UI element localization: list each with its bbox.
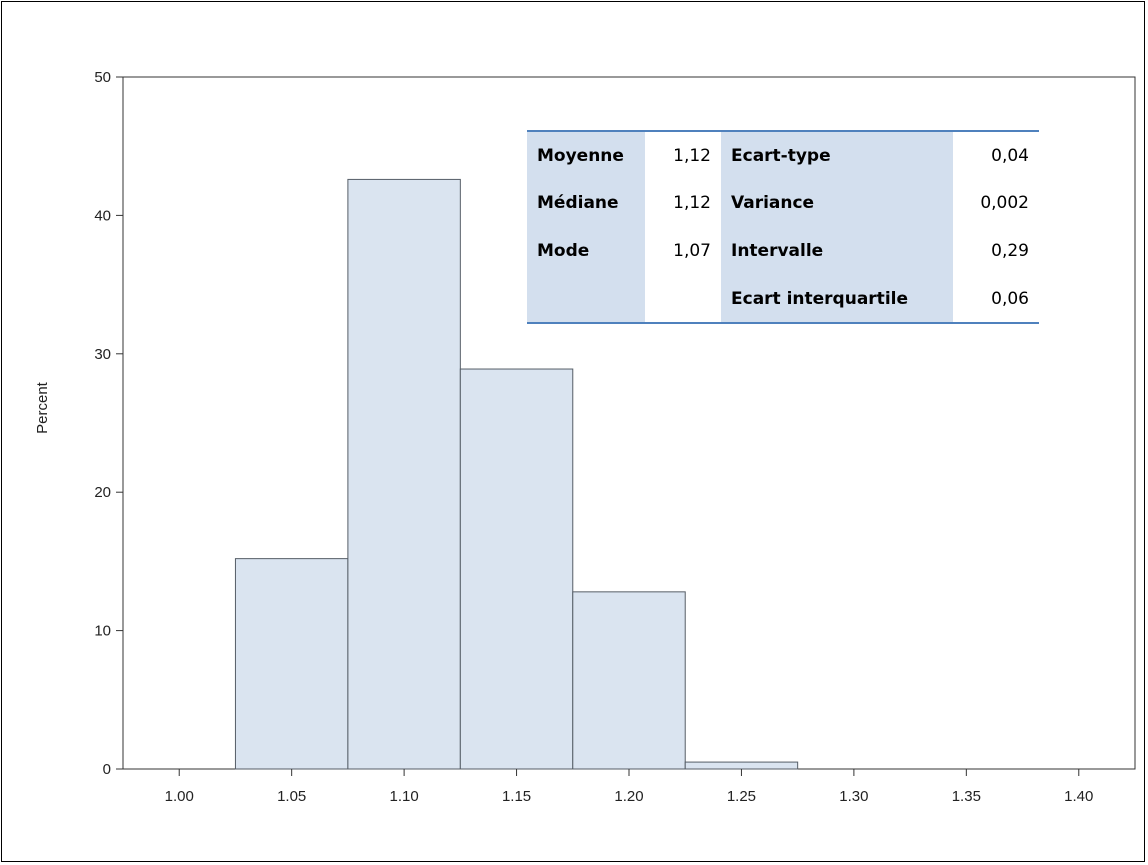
stat-label: Médiane <box>527 179 645 227</box>
x-tick-label: 1.10 <box>390 788 419 805</box>
x-tick-label: 1.00 <box>165 788 194 805</box>
stat-label: Ecart interquartile <box>721 275 953 323</box>
y-tick-label: 40 <box>94 207 111 224</box>
stat-value <box>645 275 721 323</box>
stat-value: 1,12 <box>645 131 721 179</box>
x-axis-ticks: 1.00 1.05 1.10 1.15 1.20 1.25 1.30 1.35 1.40 <box>165 769 1093 805</box>
histogram-bar <box>234 558 349 770</box>
stats-row: Ecart interquartile 0,06 <box>527 275 1039 323</box>
histogram-bar <box>684 761 799 770</box>
y-tick-label: 10 <box>94 623 111 640</box>
stat-label: Intervalle <box>721 227 953 275</box>
y-axis-ticks: 0 10 20 30 40 50 <box>94 69 123 778</box>
stat-value: 0,04 <box>953 131 1039 179</box>
x-tick-label: 1.35 <box>952 788 981 805</box>
stat-value: 0,002 <box>953 179 1039 227</box>
histogram-bar <box>572 591 686 770</box>
bars <box>234 178 799 770</box>
stat-label: Mode <box>527 227 645 275</box>
stat-value: 1,12 <box>645 179 721 227</box>
stat-value: 0,29 <box>953 227 1039 275</box>
stat-value: 0,06 <box>953 275 1039 323</box>
stat-label: Ecart-type <box>721 131 953 179</box>
histogram-bar <box>347 178 461 770</box>
stat-label: Moyenne <box>527 131 645 179</box>
stat-value: 1,07 <box>645 227 721 275</box>
y-tick-label: 0 <box>103 761 111 778</box>
y-tick-label: 50 <box>94 69 111 86</box>
stats-row: Moyenne 1,12 Ecart-type 0,04 <box>527 131 1039 179</box>
x-tick-label: 1.30 <box>839 788 868 805</box>
stats-row: Médiane 1,12 Variance 0,002 <box>527 179 1039 227</box>
x-tick-label: 1.15 <box>502 788 531 805</box>
y-tick-label: 20 <box>94 484 111 501</box>
histogram-bar <box>459 368 574 770</box>
summary-statistics-table: Moyenne 1,12 Ecart-type 0,04 Médiane 1,1… <box>527 130 1039 324</box>
stat-label: Variance <box>721 179 953 227</box>
stat-label <box>527 275 645 323</box>
stats-row: Mode 1,07 Intervalle 0,29 <box>527 227 1039 275</box>
x-tick-label: 1.05 <box>277 788 306 805</box>
y-axis-label: Percent <box>34 381 51 434</box>
y-tick-label: 30 <box>94 346 111 363</box>
x-tick-label: 1.25 <box>727 788 756 805</box>
x-tick-label: 1.40 <box>1064 788 1093 805</box>
x-tick-label: 1.20 <box>614 788 643 805</box>
